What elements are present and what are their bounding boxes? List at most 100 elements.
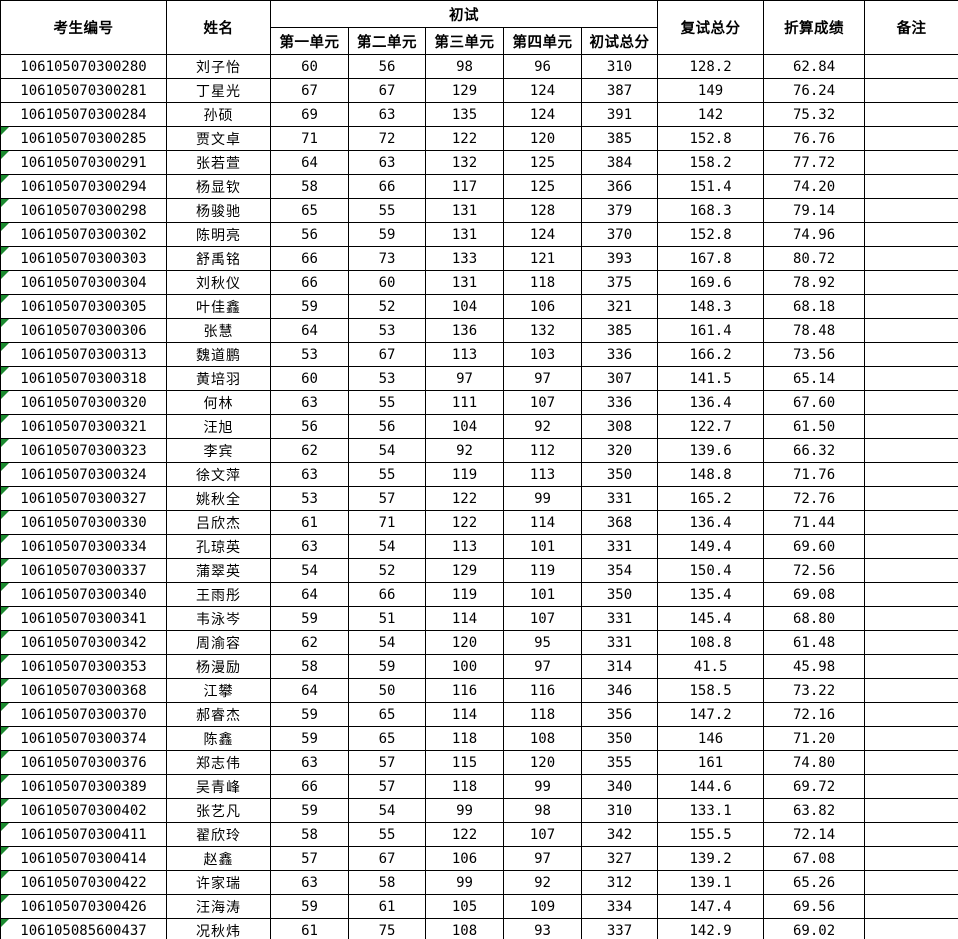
cell-converted-score[interactable]: 68.18 <box>763 294 866 319</box>
cell-unit2-score[interactable]: 57 <box>348 750 426 775</box>
cell-unit4-score[interactable]: 99 <box>503 486 582 511</box>
cell-unit3-score[interactable]: 122 <box>425 126 504 151</box>
cell-name[interactable]: 姚秋全 <box>166 486 271 511</box>
cell-remarks[interactable] <box>864 486 958 511</box>
table-row[interactable]: 106105070300313 魏道鹏 53 67 113 103 336 166.2 73.5… <box>0 342 958 367</box>
cell-unit1-score[interactable]: 58 <box>270 822 349 847</box>
cell-remarks[interactable] <box>864 750 958 775</box>
cell-converted-score[interactable]: 71.76 <box>763 462 866 487</box>
table-row[interactable]: 106105070300374 陈鑫 59 65 118 108 350 146 71.20 <box>0 726 958 751</box>
cell-converted-score[interactable]: 65.26 <box>763 870 866 895</box>
cell-unit4-score[interactable]: 118 <box>503 270 582 295</box>
cell-unit4-score[interactable]: 92 <box>503 870 582 895</box>
cell-name[interactable]: 周渝容 <box>166 630 271 655</box>
cell-unit3-score[interactable]: 119 <box>425 582 504 607</box>
cell-converted-score[interactable]: 72.76 <box>763 486 866 511</box>
cell-name[interactable]: 王雨彤 <box>166 582 271 607</box>
cell-remarks[interactable] <box>864 654 958 679</box>
cell-unit3-score[interactable]: 129 <box>425 78 504 103</box>
cell-second-exam-total[interactable]: 167.8 <box>657 246 765 271</box>
cell-unit4-score[interactable]: 118 <box>503 702 582 727</box>
cell-candidate-id[interactable]: 106105070300376 <box>0 750 167 775</box>
cell-unit4-score[interactable]: 97 <box>503 654 582 679</box>
cell-unit3-score[interactable]: 122 <box>425 822 504 847</box>
cell-candidate-id[interactable]: 106105070300340 <box>0 582 167 607</box>
cell-remarks[interactable] <box>864 390 958 415</box>
cell-first-exam-total[interactable]: 337 <box>580 918 659 939</box>
table-row[interactable]: 106105070300411 翟欣玲 58 55 122 107 342 155.5 72.1… <box>0 822 958 847</box>
cell-unit3-score[interactable]: 104 <box>425 294 504 319</box>
cell-unit1-score[interactable]: 56 <box>270 414 349 439</box>
cell-unit2-score[interactable]: 65 <box>348 702 426 727</box>
cell-unit2-score[interactable]: 66 <box>348 174 426 199</box>
cell-candidate-id[interactable]: 106105070300284 <box>0 102 167 127</box>
cell-unit2-score[interactable]: 63 <box>348 102 426 127</box>
cell-remarks[interactable] <box>864 318 958 343</box>
cell-name[interactable]: 孔琼英 <box>166 534 271 559</box>
cell-unit2-score[interactable]: 53 <box>348 318 426 343</box>
cell-converted-score[interactable]: 63.82 <box>763 798 866 823</box>
cell-unit1-score[interactable]: 59 <box>270 894 349 919</box>
cell-remarks[interactable] <box>864 918 958 939</box>
cell-remarks[interactable] <box>864 774 958 799</box>
cell-unit2-score[interactable]: 67 <box>348 342 426 367</box>
cell-unit1-score[interactable]: 71 <box>270 126 349 151</box>
cell-remarks[interactable] <box>864 270 958 295</box>
cell-unit4-score[interactable]: 107 <box>503 822 582 847</box>
cell-name[interactable]: 杨漫励 <box>166 654 271 679</box>
cell-second-exam-total[interactable]: 148.8 <box>657 462 765 487</box>
cell-unit3-score[interactable]: 122 <box>425 486 504 511</box>
cell-first-exam-total[interactable]: 354 <box>580 558 659 583</box>
cell-first-exam-total[interactable]: 310 <box>580 798 659 823</box>
cell-remarks[interactable] <box>864 846 958 871</box>
cell-first-exam-total[interactable]: 385 <box>580 126 659 151</box>
cell-converted-score[interactable]: 74.80 <box>763 750 866 775</box>
cell-unit4-score[interactable]: 95 <box>503 630 582 655</box>
cell-unit2-score[interactable]: 66 <box>348 582 426 607</box>
cell-unit4-score[interactable]: 120 <box>503 750 582 775</box>
cell-unit2-score[interactable]: 65 <box>348 726 426 751</box>
cell-unit4-score[interactable]: 97 <box>503 846 582 871</box>
cell-unit1-score[interactable]: 63 <box>270 462 349 487</box>
cell-first-exam-total[interactable]: 391 <box>580 102 659 127</box>
cell-unit2-score[interactable]: 55 <box>348 390 426 415</box>
cell-candidate-id[interactable]: 106105070300302 <box>0 222 167 247</box>
cell-unit3-score[interactable]: 106 <box>425 846 504 871</box>
cell-converted-score[interactable]: 74.20 <box>763 174 866 199</box>
cell-candidate-id[interactable]: 106105070300318 <box>0 366 167 391</box>
cell-unit4-score[interactable]: 107 <box>503 606 582 631</box>
cell-remarks[interactable] <box>864 606 958 631</box>
cell-first-exam-total[interactable]: 393 <box>580 246 659 271</box>
table-row[interactable]: 106105070300304 刘秋仪 66 60 131 118 375 169.6 78.9… <box>0 270 958 295</box>
cell-unit2-score[interactable]: 55 <box>348 198 426 223</box>
cell-remarks[interactable] <box>864 150 958 175</box>
cell-unit3-score[interactable]: 108 <box>425 918 504 939</box>
cell-unit1-score[interactable]: 56 <box>270 222 349 247</box>
cell-first-exam-total[interactable]: 314 <box>580 654 659 679</box>
cell-candidate-id[interactable]: 106105070300313 <box>0 342 167 367</box>
cell-unit3-score[interactable]: 122 <box>425 510 504 535</box>
cell-second-exam-total[interactable]: 141.5 <box>657 366 765 391</box>
cell-first-exam-total[interactable]: 334 <box>580 894 659 919</box>
cell-unit1-score[interactable]: 59 <box>270 606 349 631</box>
cell-second-exam-total[interactable]: 139.6 <box>657 438 765 463</box>
cell-name[interactable]: 吴青峰 <box>166 774 271 799</box>
cell-candidate-id[interactable]: 106105070300306 <box>0 318 167 343</box>
cell-second-exam-total[interactable]: 147.2 <box>657 702 765 727</box>
cell-unit1-score[interactable]: 53 <box>270 486 349 511</box>
table-row[interactable]: 106105070300321 汪旭 56 56 104 92 308 122.7 61.50 <box>0 414 958 439</box>
cell-first-exam-total[interactable]: 320 <box>580 438 659 463</box>
cell-unit1-score[interactable]: 64 <box>270 150 349 175</box>
cell-candidate-id[interactable]: 106105070300374 <box>0 726 167 751</box>
cell-name[interactable]: 杨显钦 <box>166 174 271 199</box>
cell-candidate-id[interactable]: 106105070300323 <box>0 438 167 463</box>
cell-name[interactable]: 吕欣杰 <box>166 510 271 535</box>
cell-unit1-score[interactable]: 66 <box>270 774 349 799</box>
cell-remarks[interactable] <box>864 798 958 823</box>
cell-remarks[interactable] <box>864 462 958 487</box>
table-row[interactable]: 106105070300320 何林 63 55 111 107 336 136.4 67.60 <box>0 390 958 415</box>
cell-name[interactable]: 丁星光 <box>166 78 271 103</box>
table-row[interactable]: 106105070300370 郝睿杰 59 65 114 118 356 147.2 72.1… <box>0 702 958 727</box>
cell-name[interactable]: 张艺凡 <box>166 798 271 823</box>
cell-unit1-score[interactable]: 53 <box>270 342 349 367</box>
